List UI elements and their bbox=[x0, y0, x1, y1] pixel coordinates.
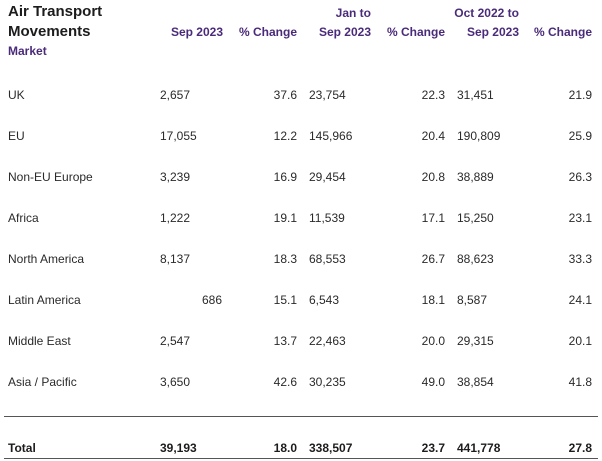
pct-change-ytd: 20.8 bbox=[421, 170, 445, 184]
oct-sep-value: 29,315 bbox=[457, 334, 494, 348]
table-row: EU 17,055 12.2 145,966 20.4 190,809 25.9 bbox=[0, 129, 602, 145]
pct-change-month: 16.9 bbox=[273, 170, 297, 184]
total-oct-sep-value: 441,778 bbox=[457, 441, 501, 455]
pct-change-ytd: 49.0 bbox=[421, 375, 445, 389]
sep-2023-value: 686 bbox=[201, 293, 222, 307]
header-sep-2023: Sep 2023 bbox=[170, 25, 223, 39]
pct-change-month: 15.1 bbox=[273, 293, 297, 307]
pct-change-month: 18.3 bbox=[273, 252, 297, 266]
sep-2023-value: 17,055 bbox=[160, 129, 197, 143]
table-row: Asia / Pacific 3,650 42.6 30,235 49.0 38… bbox=[0, 375, 602, 391]
jan-sep-value: 29,454 bbox=[309, 170, 346, 184]
oct-sep-value: 8,587 bbox=[457, 293, 488, 307]
jan-sep-value: 30,235 bbox=[309, 375, 346, 389]
oct-sep-value: 15,250 bbox=[457, 211, 494, 225]
market-name: North America bbox=[8, 252, 85, 266]
title-line-1: Air Transport bbox=[8, 3, 103, 20]
table-row: UK 2,657 37.6 23,754 22.3 31,451 21.9 bbox=[0, 88, 602, 104]
market-name: Middle East bbox=[8, 334, 71, 348]
pct-change-rolling: 23.1 bbox=[568, 211, 592, 225]
header-pct-change-rolling: % Change bbox=[533, 25, 592, 39]
table-row: North America 8,137 18.3 68,553 26.7 88,… bbox=[0, 252, 602, 268]
header-oct-2022-to: Oct 2022 to bbox=[454, 6, 519, 20]
total-divider-top bbox=[4, 416, 598, 417]
jan-sep-value: 145,966 bbox=[309, 129, 353, 143]
pct-change-ytd: 26.7 bbox=[421, 252, 445, 266]
jan-sep-value: 22,463 bbox=[309, 334, 346, 348]
pct-change-month: 42.6 bbox=[273, 375, 297, 389]
total-sep-2023-value: 39,193 bbox=[160, 441, 197, 455]
pct-change-rolling: 41.8 bbox=[568, 375, 592, 389]
sep-2023-value: 2,547 bbox=[160, 334, 191, 348]
jan-sep-value: 23,754 bbox=[309, 88, 346, 102]
market-name: EU bbox=[8, 129, 25, 143]
pct-change-month: 12.2 bbox=[273, 129, 297, 143]
total-pct-change-month: 18.0 bbox=[273, 441, 297, 455]
total-jan-sep-value: 338,507 bbox=[309, 441, 353, 455]
table-row: Middle East 2,547 13.7 22,463 20.0 29,31… bbox=[0, 334, 602, 350]
oct-sep-value: 38,889 bbox=[457, 170, 494, 184]
total-pct-change-ytd: 23.7 bbox=[421, 441, 445, 455]
market-name: Latin America bbox=[8, 293, 81, 307]
header-oct-sep-2023: Sep 2023 bbox=[466, 25, 519, 39]
pct-change-ytd: 20.4 bbox=[421, 129, 445, 143]
oct-sep-value: 190,809 bbox=[457, 129, 501, 143]
header-pct-change-ytd: % Change bbox=[386, 25, 445, 39]
table-row: Africa 1,222 19.1 11,539 17.1 15,250 23.… bbox=[0, 211, 602, 227]
market-name: UK bbox=[8, 88, 25, 102]
pct-change-rolling: 25.9 bbox=[568, 129, 592, 143]
pct-change-month: 19.1 bbox=[273, 211, 297, 225]
header-pct-change-month: % Change bbox=[238, 25, 297, 39]
pct-change-rolling: 20.1 bbox=[568, 334, 592, 348]
oct-sep-value: 88,623 bbox=[457, 252, 494, 266]
market-column-header: Market bbox=[8, 44, 47, 58]
total-divider-bottom bbox=[4, 458, 598, 459]
total-row: Total 39,193 18.0 338,507 23.7 441,778 2… bbox=[0, 441, 602, 457]
header-jan-sep-2023: Sep 2023 bbox=[318, 25, 371, 39]
sep-2023-value: 3,239 bbox=[160, 170, 191, 184]
table-row: Latin America 686 15.1 6,543 18.1 8,587 … bbox=[0, 293, 602, 309]
pct-change-ytd: 18.1 bbox=[421, 293, 445, 307]
pct-change-ytd: 20.0 bbox=[421, 334, 445, 348]
pct-change-rolling: 33.3 bbox=[568, 252, 592, 266]
oct-sep-value: 38,854 bbox=[457, 375, 494, 389]
jan-sep-value: 11,539 bbox=[309, 211, 345, 225]
total-label: Total bbox=[8, 441, 36, 455]
jan-sep-value: 6,543 bbox=[309, 293, 340, 307]
market-name: Non-EU Europe bbox=[8, 170, 93, 184]
pct-change-rolling: 24.1 bbox=[568, 293, 592, 307]
sep-2023-value: 3,650 bbox=[160, 375, 191, 389]
sep-2023-value: 8,137 bbox=[160, 252, 191, 266]
market-name: Asia / Pacific bbox=[8, 375, 77, 389]
pct-change-month: 13.7 bbox=[273, 334, 297, 348]
sep-2023-value: 1,222 bbox=[160, 211, 191, 225]
pct-change-rolling: 26.3 bbox=[568, 170, 592, 184]
sep-2023-value: 2,657 bbox=[160, 88, 191, 102]
total-pct-change-rolling: 27.8 bbox=[568, 441, 592, 455]
jan-sep-value: 68,553 bbox=[309, 252, 346, 266]
table-title: Air Transport Movements bbox=[8, 2, 102, 42]
pct-change-rolling: 21.9 bbox=[568, 88, 592, 102]
market-name: Africa bbox=[8, 211, 39, 225]
pct-change-month: 37.6 bbox=[273, 88, 297, 102]
header-jan-to: Jan to bbox=[335, 6, 371, 20]
title-line-2: Movements bbox=[8, 23, 91, 40]
oct-sep-value: 31,451 bbox=[457, 88, 494, 102]
pct-change-ytd: 22.3 bbox=[421, 88, 445, 102]
pct-change-ytd: 17.1 bbox=[421, 211, 445, 225]
table-row: Non-EU Europe 3,239 16.9 29,454 20.8 38,… bbox=[0, 170, 602, 186]
